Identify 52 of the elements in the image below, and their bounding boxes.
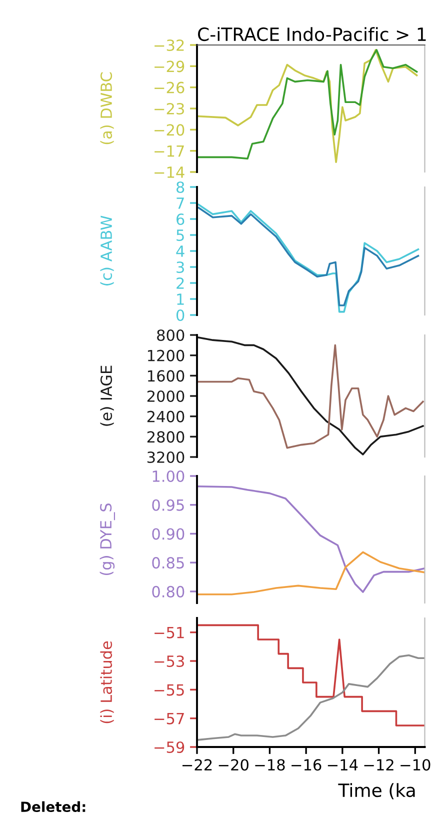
text: Deleted: (21, 801, 86, 812)
y-axis-title: (c) AABW (100, 216, 114, 286)
y-tick-label: 3 (176, 261, 184, 274)
x-axis-title: Time (ka (338, 783, 415, 800)
y-tick-label: −51 (154, 627, 184, 638)
y-tick-label: 1200 (148, 350, 184, 362)
y-tick-label: 800 (157, 329, 184, 342)
y-tick-label: −14 (154, 166, 184, 178)
line-series (198, 485, 425, 593)
y-tick-label: −17 (154, 146, 184, 157)
y-tick-label: 4 (176, 246, 184, 257)
y-tick-label: 6 (176, 213, 184, 226)
y-tick-label: 0 (176, 309, 184, 322)
x-tick-label: −14 (328, 759, 358, 770)
x-tick-label: −20 (218, 759, 248, 771)
y-tick-label: −57 (154, 713, 184, 724)
y-tick-label: 8 (176, 181, 184, 194)
y-tick-label: −32 (154, 39, 184, 52)
y-tick-label: 1.00 (152, 470, 184, 482)
x-tick-label: −12 (364, 759, 394, 770)
y-tick-label: −59 (154, 741, 184, 754)
y-tick-label: −55 (154, 684, 184, 696)
y-tick-label: 1600 (148, 370, 184, 382)
y-tick-label: −53 (154, 655, 184, 668)
chart-title: C-iTRACE Indo-Pacific > 1 (198, 27, 426, 42)
y-tick-label: 0.95 (152, 499, 184, 511)
y-tick-label: −23 (154, 102, 184, 115)
y-tick-label: −20 (154, 124, 184, 136)
y-tick-label: −29 (154, 60, 184, 72)
x-tick-label: −22 (182, 759, 212, 770)
y-tick-label: 5 (176, 230, 184, 242)
y-axis-title: (g) DYE_S (100, 503, 116, 576)
line-series (198, 551, 425, 596)
x-tick-label: −16 (292, 759, 322, 771)
y-axis-title: (i) Latitude (100, 641, 114, 724)
y-tick-label: 2 (176, 277, 184, 289)
y-tick-label: 0.85 (152, 557, 184, 569)
x-tick-label: −10 (400, 759, 430, 771)
y-tick-label: 2800 (147, 431, 184, 443)
y-tick-label: 0.90 (152, 528, 184, 540)
y-tick-label: 1 (177, 294, 184, 305)
y-tick-label: 7 (176, 198, 184, 209)
y-tick-label: 0.80 (152, 586, 184, 598)
line-series (198, 654, 425, 741)
y-tick-label: −26 (154, 82, 184, 94)
y-axis-title: (e) IAGE (100, 366, 114, 426)
y-tick-label: 2400 (147, 410, 184, 422)
y-axis-title: (a) DWBC (100, 72, 114, 144)
y-tick-label: 3200 (147, 451, 184, 464)
y-tick-label: 2000 (147, 390, 184, 402)
x-tick-label: −18 (255, 759, 285, 771)
line-series (197, 624, 425, 726)
